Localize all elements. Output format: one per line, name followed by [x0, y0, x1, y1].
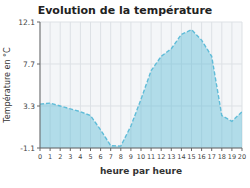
y-tick [37, 64, 40, 65]
x-tick [110, 148, 111, 151]
x-tick [70, 148, 71, 151]
x-tick-label: 7 [109, 153, 113, 161]
plot-area [40, 30, 242, 148]
x-tick [130, 148, 131, 151]
grid-line-x [120, 22, 121, 148]
y-tick-label: 12.1 [18, 18, 35, 27]
x-tick [151, 148, 152, 151]
x-tick [171, 148, 172, 151]
x-tick-label: 2 [58, 153, 62, 161]
grid-line-x [110, 22, 111, 148]
x-tick-label: 16 [197, 153, 205, 161]
y-tick [37, 106, 40, 107]
x-tick [80, 148, 81, 151]
plot-background [40, 22, 242, 148]
x-tick-label: 6 [99, 153, 103, 161]
x-tick-label: 17 [208, 153, 216, 161]
x-tick-label: 11 [147, 153, 155, 161]
x-tick [211, 148, 212, 151]
x-tick [90, 148, 91, 151]
y-axis [40, 22, 41, 148]
y-tick-label: -1.1 [20, 144, 35, 153]
x-tick [221, 148, 222, 151]
x-tick [40, 148, 41, 151]
x-tick [191, 148, 192, 151]
area [40, 30, 242, 148]
x-tick [181, 148, 182, 151]
y-tick-label: 3.3 [23, 102, 35, 111]
x-tick [242, 148, 243, 151]
x-tick [100, 148, 101, 151]
y-axis-label: Température en °C [2, 47, 12, 124]
x-tick-label: 9 [129, 153, 133, 161]
x-tick [50, 148, 51, 151]
chart: -1.13.37.712.101234567891011121314151617… [0, 0, 250, 188]
x-tick-label: 14 [177, 153, 185, 161]
x-tick-label: 3 [68, 153, 72, 161]
x-tick [201, 148, 202, 151]
x-tick-label: 18 [218, 153, 226, 161]
x-tick-label: 12 [157, 153, 165, 161]
line [40, 30, 242, 146]
x-tick-label: 19 [228, 153, 236, 161]
x-tick-label: 0 [38, 153, 42, 161]
y-tick-label: 7.7 [23, 60, 35, 69]
grid-line-x [40, 22, 41, 148]
x-tick-label: 15 [187, 153, 195, 161]
x-tick-label: 13 [167, 153, 175, 161]
y-tick [37, 22, 40, 23]
x-tick-label: 10 [137, 153, 145, 161]
x-tick-label: 4 [78, 153, 82, 161]
x-tick-label: 5 [88, 153, 92, 161]
x-axis-label: heure par heure [100, 166, 182, 176]
x-tick [120, 148, 121, 151]
x-tick [231, 148, 232, 151]
title: Evolution de la température [38, 4, 213, 17]
x-tick [161, 148, 162, 151]
x-tick [141, 148, 142, 151]
x-tick-label: 20 [238, 153, 246, 161]
x-tick [60, 148, 61, 151]
x-tick-label: 1 [48, 153, 52, 161]
x-tick-label: 8 [119, 153, 123, 161]
